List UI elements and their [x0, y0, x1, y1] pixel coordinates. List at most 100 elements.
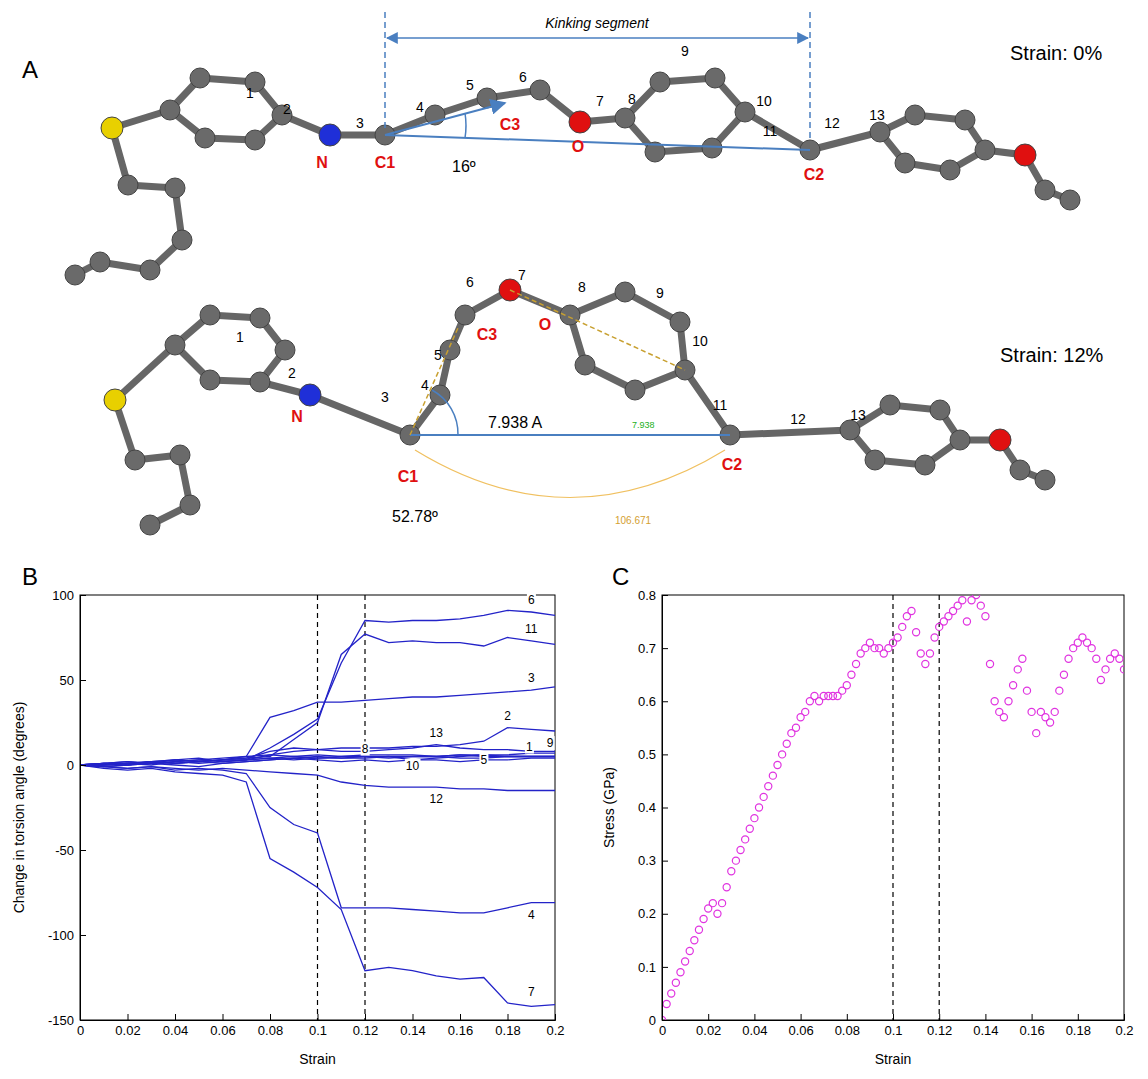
y-tick-mark — [662, 808, 668, 809]
atom — [125, 450, 145, 470]
point — [751, 815, 758, 822]
label-patch — [527, 908, 536, 922]
x-tick-label: 0 — [659, 1023, 666, 1038]
label-patch — [429, 792, 445, 806]
label-patch — [479, 753, 488, 767]
atom-number: 13 — [850, 407, 866, 423]
plot-frame — [662, 595, 1124, 1020]
atom-number: 6 — [466, 274, 474, 290]
atom-number: 11 — [763, 123, 778, 139]
x-tick-label: 0.02 — [115, 1023, 140, 1038]
x-tick: 0.2 — [1115, 1014, 1133, 1038]
y-tick-label: -150 — [48, 1013, 74, 1028]
atom-number: 12 — [790, 411, 806, 427]
point — [709, 900, 716, 907]
atom — [320, 125, 340, 145]
atom — [455, 305, 475, 325]
x-tick: 0.18 — [1066, 1014, 1091, 1038]
atom — [65, 265, 85, 285]
atom — [570, 112, 590, 132]
x-tick: 0.02 — [696, 1014, 721, 1038]
y-tick-label: 0.7 — [638, 641, 656, 656]
atom-number: 1 — [246, 85, 254, 101]
segment-label: Kinking segment — [545, 15, 650, 31]
atom-number: 10 — [692, 333, 708, 349]
series-line — [80, 728, 555, 767]
atom — [905, 105, 925, 125]
y-tick: 0 — [649, 1013, 668, 1028]
atom-number: 2 — [283, 101, 291, 117]
panel-0: 12345678910111213 00.020.040.060.080.10.1… — [11, 563, 565, 1067]
atom — [200, 370, 220, 390]
atom — [165, 335, 185, 355]
series-label: 8 — [362, 742, 369, 756]
point — [737, 846, 744, 853]
atom — [118, 175, 138, 195]
x-tick: 0.16 — [1019, 1014, 1044, 1038]
atom — [1060, 190, 1080, 210]
y-tick: 0 — [67, 758, 86, 773]
x-tick-label: 0.14 — [973, 1023, 998, 1038]
x-tick-label: 0.08 — [258, 1023, 283, 1038]
x-tick: 0.14 — [973, 1014, 998, 1038]
point — [1051, 708, 1058, 715]
y-tick: 100 — [52, 588, 86, 603]
x-tick: 0.04 — [742, 1014, 767, 1038]
bond — [170, 78, 282, 140]
x-axis: 00.020.040.060.080.10.120.140.160.180.2 — [77, 1014, 565, 1038]
y-tick: 0.7 — [638, 641, 668, 656]
point — [986, 660, 993, 667]
dashed-guide — [809, 12, 811, 142]
atom — [895, 153, 915, 173]
point — [991, 698, 998, 705]
reference-line — [317, 595, 318, 1020]
strain-label: Strain: 12% — [1000, 344, 1104, 366]
atom — [975, 140, 995, 160]
point — [1023, 687, 1030, 694]
atom — [625, 380, 645, 400]
series-label: 6 — [528, 593, 535, 607]
distance-label-small: 7.938 — [632, 420, 655, 430]
point — [792, 724, 799, 731]
series-labels: 12345678910111213 — [361, 593, 555, 999]
x-tick-mark — [801, 1014, 802, 1020]
x-tick-mark — [270, 1014, 271, 1020]
atom-number: 9 — [656, 285, 664, 301]
atom-label: C1 — [398, 468, 419, 485]
atom — [1010, 460, 1030, 480]
x-tick-label: 0.04 — [742, 1023, 767, 1038]
bond — [570, 292, 685, 390]
y-tick: 0.5 — [638, 747, 668, 762]
atom-number: 8 — [628, 91, 636, 107]
y-tick-mark — [662, 967, 668, 968]
x-tick-label: 0.02 — [696, 1023, 721, 1038]
atom — [930, 400, 950, 420]
atom — [300, 385, 320, 405]
x-tick: 0.08 — [835, 1014, 860, 1038]
point — [926, 650, 933, 657]
series-label-group: 10 — [405, 759, 421, 773]
y-tick-mark — [80, 595, 86, 596]
panel-letter: B — [22, 563, 38, 590]
x-tick-mark — [1032, 1014, 1033, 1020]
atom — [1035, 470, 1055, 490]
atom-label: N — [291, 408, 303, 425]
point — [668, 990, 675, 997]
series-label-group: 8 — [361, 742, 370, 756]
point — [917, 650, 924, 657]
label-patch — [527, 985, 536, 999]
y-axis-line — [663, 596, 669, 1021]
atom — [250, 308, 270, 328]
atom-number: 5 — [466, 77, 474, 93]
point — [1010, 682, 1017, 689]
x-tick-mark — [555, 1014, 556, 1020]
atom — [840, 420, 860, 440]
x-tick-mark — [754, 1014, 755, 1020]
y-tick-label: 0.6 — [638, 694, 656, 709]
point — [977, 602, 984, 609]
y-tick-mark — [662, 701, 668, 702]
point — [779, 751, 786, 758]
point — [700, 915, 707, 922]
x-tick: 0.12 — [927, 1014, 952, 1038]
vector — [385, 103, 505, 135]
